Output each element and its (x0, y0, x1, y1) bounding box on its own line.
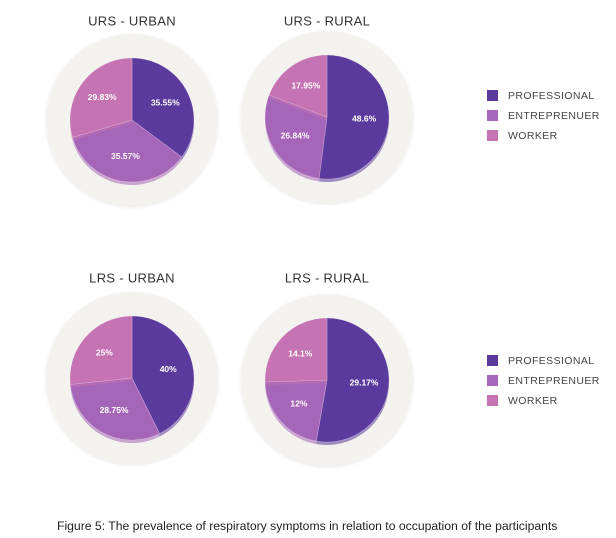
legend-swatch-entreprenuer (487, 375, 498, 386)
pie-slice-professional (318, 54, 390, 180)
pie-slice-worker (69, 315, 133, 385)
legend-label-entreprenuer: ENTREPRENUER (508, 375, 600, 387)
slice-label-entreprenuer: 12% (290, 399, 307, 409)
slice-label-professional: 35.55% (151, 98, 180, 108)
legend-swatch-professional (487, 355, 498, 366)
chart-title: URS - RURAL (284, 13, 370, 28)
pie-chart-urs-rural: URS - RURAL 48.6% 26.84% 17.95% (241, 13, 413, 203)
legend-label-entreprenuer: ENTREPRENUER (508, 110, 600, 122)
pie-slice-worker (264, 317, 328, 383)
pie-chart-lrs-rural: LRS - RURAL 29.17% 12% 14.1% (241, 270, 413, 466)
chart-title: URS - URBAN (88, 13, 176, 28)
chart-title: LRS - RURAL (285, 270, 369, 285)
legend-label-professional: PROFESSIONAL (508, 355, 595, 367)
legend-swatch-worker (487, 130, 498, 141)
pie-chart-lrs-urban: LRS - URBAN 40% 28.75% 25% (46, 270, 218, 464)
pie-slice-worker (69, 57, 133, 138)
pie-slice-entreprenuer (264, 379, 328, 442)
slice-label-worker: 25% (96, 347, 113, 357)
chart-title: LRS - URBAN (89, 270, 175, 285)
pie-slice-worker (268, 54, 328, 118)
legend-1: PROFESSIONAL ENTREPRENUER WORKER (487, 90, 600, 142)
pie-slice-entreprenuer (264, 94, 328, 179)
legend-label-professional: PROFESSIONAL (508, 90, 595, 102)
legend-swatch-entreprenuer (487, 110, 498, 121)
slice-label-worker: 29.83% (88, 92, 117, 102)
pie-chart-urs-urban: URS - URBAN 35.55% 35.57% 29.83% (46, 13, 218, 206)
legend-swatch-professional (487, 90, 498, 101)
legends: PROFESSIONALENTREPRENUERWORKERPROFESSION… (487, 90, 600, 407)
slice-label-entreprenuer: 28.75% (100, 405, 129, 415)
slice-label-worker: 14.1% (288, 348, 313, 358)
legend-label-worker: WORKER (508, 130, 558, 142)
legend-swatch-worker (487, 395, 498, 406)
slice-label-worker: 17.95% (291, 81, 320, 91)
legend-2: PROFESSIONAL ENTREPRENUER WORKER (487, 355, 600, 407)
slice-label-entreprenuer: 35.57% (111, 151, 140, 161)
pie-slice-entreprenuer (70, 377, 160, 441)
slice-label-professional: 40% (160, 364, 177, 374)
legend-label-worker: WORKER (508, 395, 558, 407)
figure-caption: Figure 5: The prevalence of respiratory … (57, 519, 558, 533)
slice-label-entreprenuer: 26.84% (281, 130, 310, 140)
pie-slice-professional (131, 57, 195, 158)
pie-charts: URS - URBAN 35.55% 35.57% 29.83% URS - RURAL… (46, 13, 413, 466)
pie-slice-entreprenuer (72, 119, 183, 183)
pie-slice-professional (131, 315, 195, 434)
pie-slice-professional (315, 317, 390, 443)
slice-label-professional: 29.17% (350, 377, 379, 387)
slice-label-professional: 48.6% (352, 114, 377, 124)
